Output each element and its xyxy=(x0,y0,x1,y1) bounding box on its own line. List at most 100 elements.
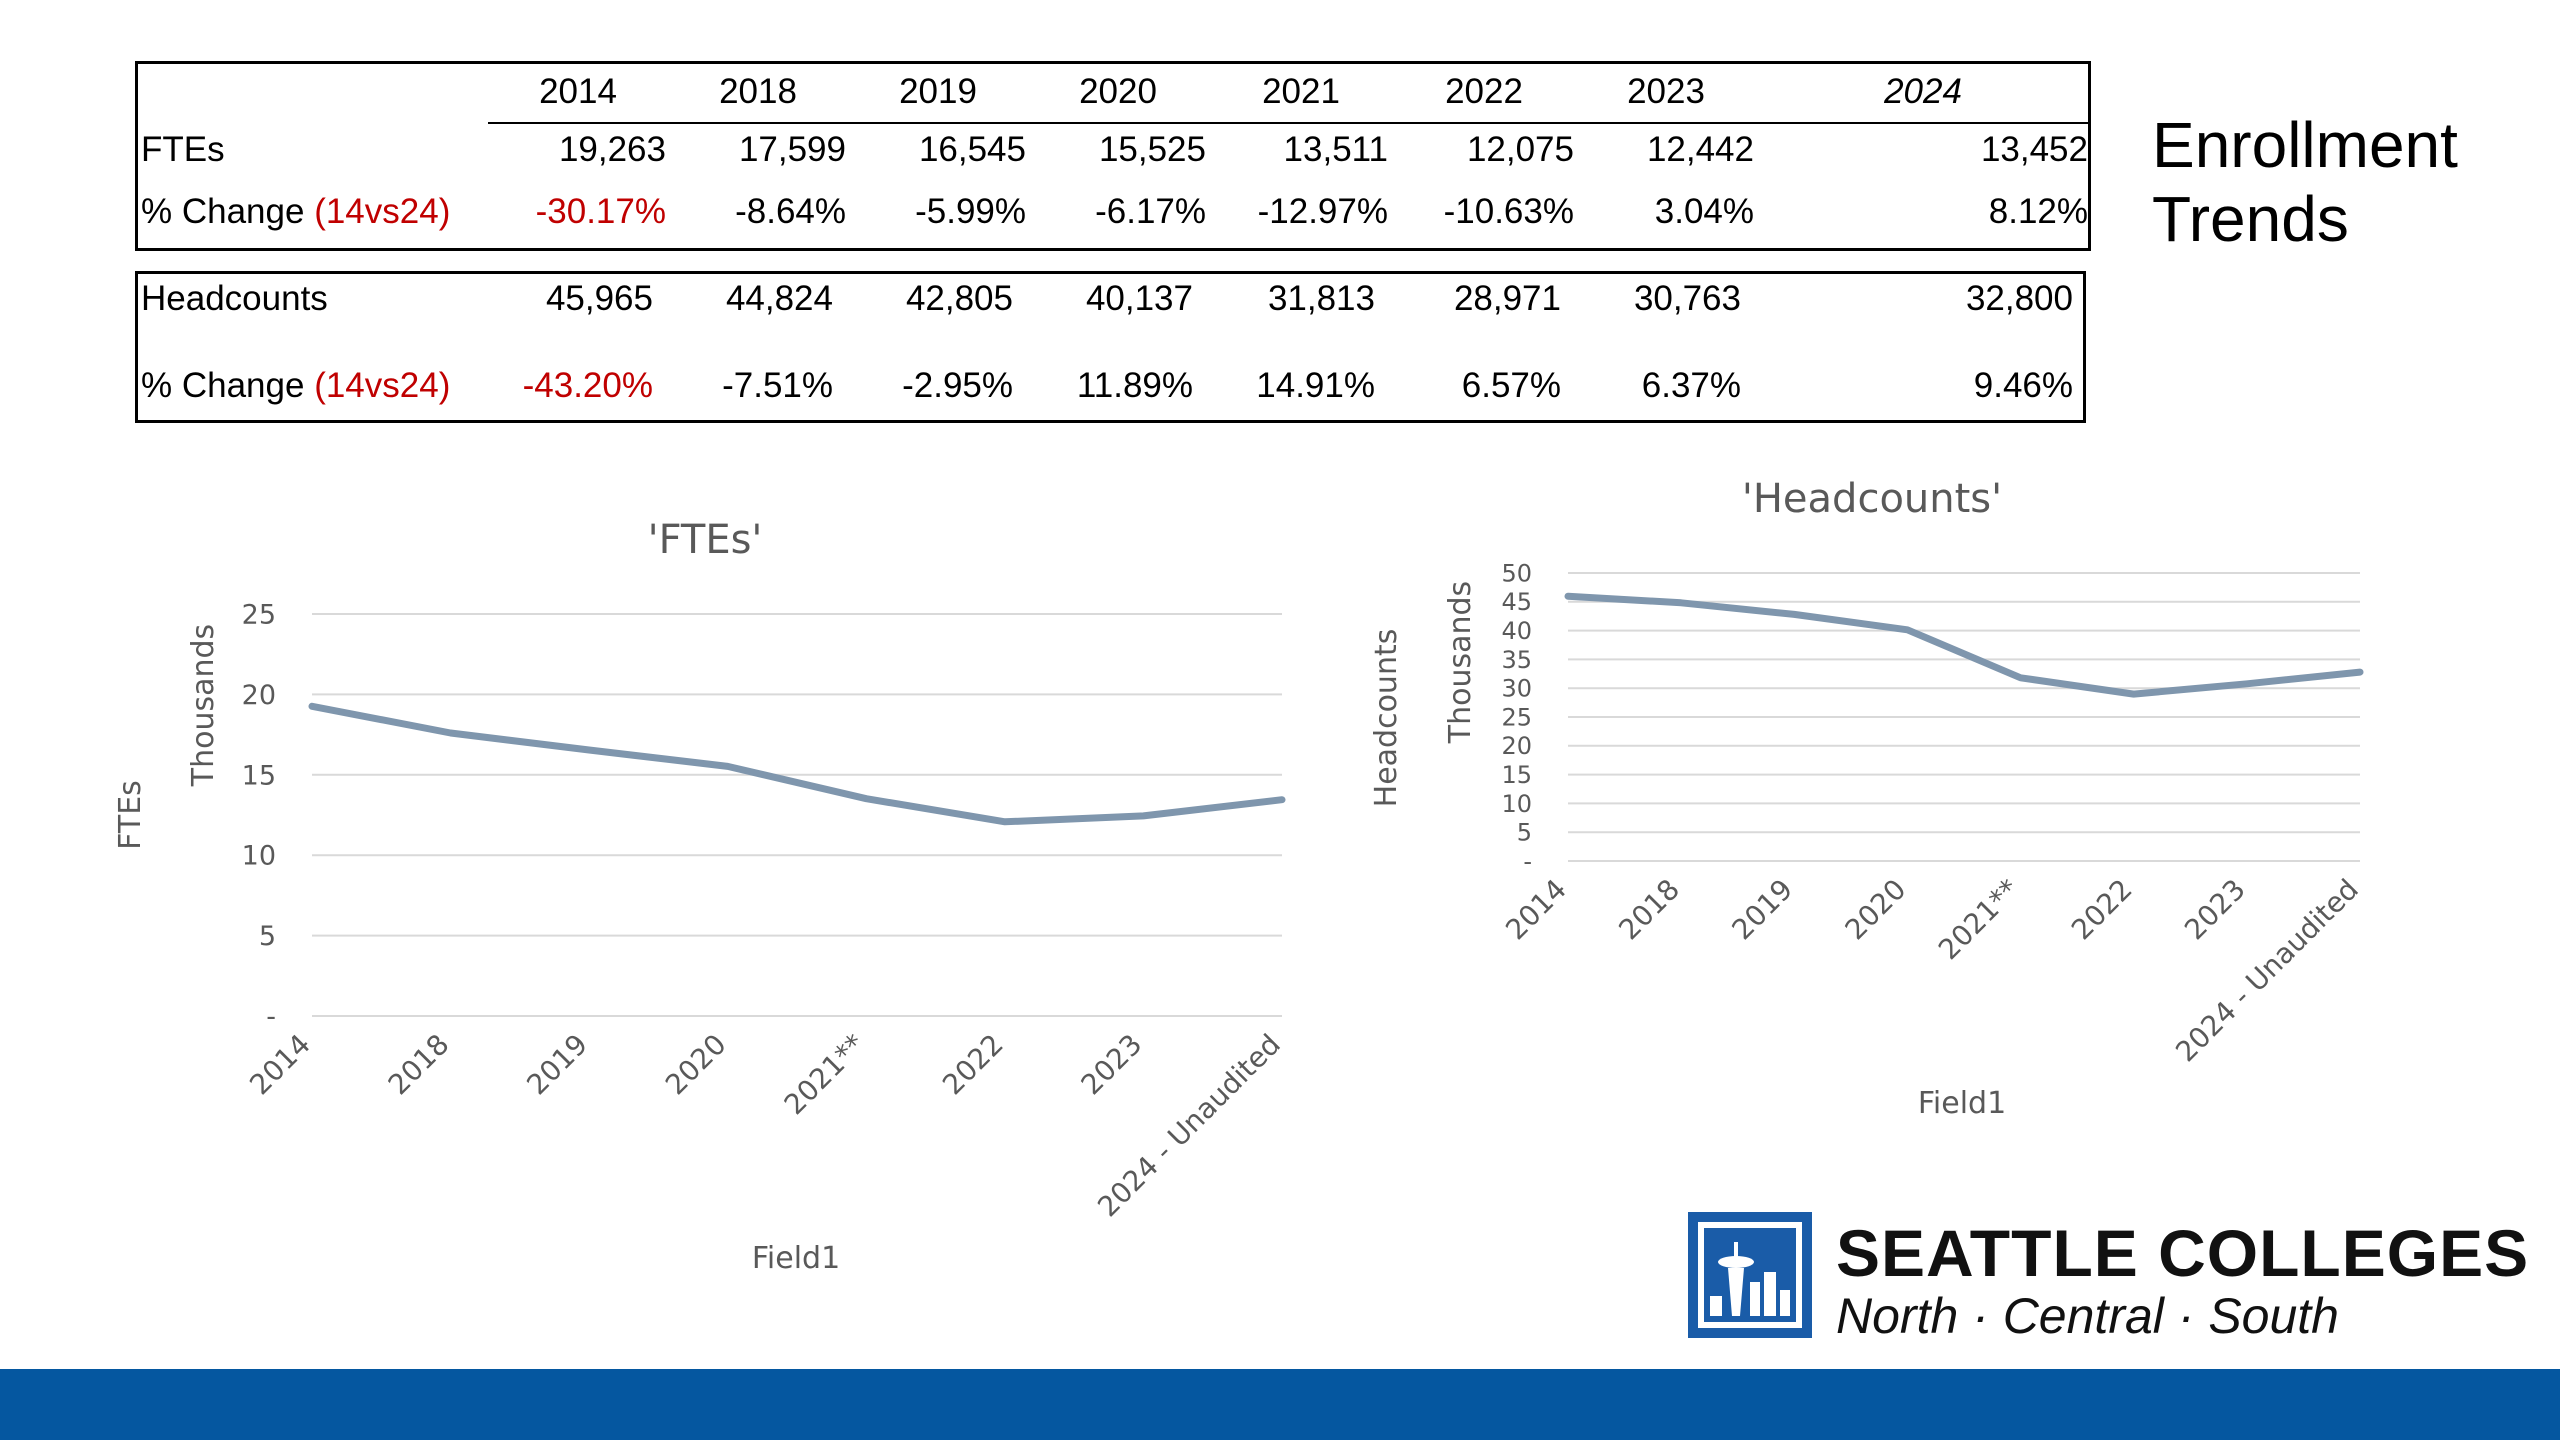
headcount-change-cell: 11.89% xyxy=(1076,366,1193,405)
headcount-value-cell: 42,805 xyxy=(905,279,1013,318)
y-tick-label: 10 xyxy=(1501,790,1532,818)
fte-value-cell: 12,075 xyxy=(1466,130,1574,169)
year-header-cell: 2021 xyxy=(1262,72,1340,111)
y-tick-label: 30 xyxy=(1501,675,1532,703)
headcount-table: Headcounts 45,965 44,824 42,805 40,137 31,81… xyxy=(135,271,2086,423)
fte-change-cell: 3.04% xyxy=(1654,192,1754,231)
fte-change-cell: -12.97% xyxy=(1257,192,1388,231)
fte-table: 2014 2018 2019 2020 2021 2022 2023 2024 FTEs 19… xyxy=(135,61,2091,251)
fte-change-cell: -10.63% xyxy=(1443,192,1574,231)
headcount-value-cell: 28,971 xyxy=(1453,279,1561,318)
year-header-cell: 2022 xyxy=(1445,72,1523,111)
fte-change-cell: -8.64% xyxy=(735,192,846,231)
headcount-value-cell: 31,813 xyxy=(1267,279,1375,318)
year-header-cell: 2020 xyxy=(1079,72,1157,111)
fte-value-cell: 17,599 xyxy=(738,130,846,169)
y-unit-label: Thousands xyxy=(1443,581,1478,744)
headcount-change-cell: 6.57% xyxy=(1461,366,1561,405)
x-tick-label: 2014 xyxy=(243,1028,317,1102)
title-line-2: Trends xyxy=(2152,183,2349,255)
y-tick-label: 25 xyxy=(242,599,276,630)
headcount-value-cell: 45,965 xyxy=(545,279,653,318)
year-header-cell: 2018 xyxy=(719,72,797,111)
headcount-change-cell: 14.91% xyxy=(1256,366,1375,405)
x-tick-label: 2023 xyxy=(2178,873,2252,947)
x-tick-label: 2022 xyxy=(2065,873,2139,947)
y-tick-label: - xyxy=(266,1001,276,1032)
x-tick-label: 2019 xyxy=(1726,873,1800,947)
headcount-value-cell: 30,763 xyxy=(1633,279,1741,318)
y-axis-label: FTEs xyxy=(113,780,148,850)
fte-value-cell: 15,525 xyxy=(1098,130,1206,169)
x-tick-label: 2020 xyxy=(659,1028,733,1102)
x-tick-label: 2018 xyxy=(1612,873,1686,947)
y-tick-label: - xyxy=(1523,847,1532,875)
fte-change-cell: -6.17% xyxy=(1095,192,1206,231)
series-line xyxy=(1564,592,2364,698)
y-axis-label: Headcounts xyxy=(1369,629,1404,808)
headcount-value-cell: 32,800 xyxy=(1965,279,2073,318)
slide-title: Enrollment Trends xyxy=(2152,108,2458,256)
x-axis-label: Field1 xyxy=(1918,1086,2006,1121)
y-unit-label: Thousands xyxy=(186,624,221,787)
headcount-change-cell: -7.51% xyxy=(722,366,833,405)
header-underline xyxy=(488,122,2088,124)
y-tick-label: 50 xyxy=(1501,559,1532,587)
y-tick-label: 20 xyxy=(242,680,276,711)
headcount-value-cell: 40,137 xyxy=(1085,279,1193,318)
y-tick-label: 20 xyxy=(1501,732,1532,760)
change-label: % Change xyxy=(141,192,305,231)
change-label: % Change xyxy=(141,366,305,405)
x-tick-label: 2023 xyxy=(1075,1028,1149,1102)
x-tick-label: 2019 xyxy=(520,1028,594,1102)
logo-wordmark: SEATTLE COLLEGES xyxy=(1836,1216,2530,1290)
chart-title: 'FTEs' xyxy=(648,517,763,563)
logo-campuses: North · Central · South xyxy=(1836,1288,2339,1344)
fte-change-cell: -30.17% xyxy=(535,192,666,231)
x-axis-label: Field1 xyxy=(752,1241,840,1276)
y-tick-label: 5 xyxy=(259,921,276,952)
headcount-change-cell: 6.37% xyxy=(1641,366,1741,405)
headcount-row-label: Headcounts xyxy=(141,279,328,318)
headcount-change-cell: -43.20% xyxy=(522,366,653,405)
fte-value-cell: 12,442 xyxy=(1646,130,1754,169)
year-header-cell: 2024 xyxy=(1884,72,1962,111)
year-header-cell: 2023 xyxy=(1627,72,1705,111)
y-tick-label: 10 xyxy=(242,841,276,872)
headcount-change-cell: 9.46% xyxy=(1973,366,2073,405)
change-suffix: (14vs24) xyxy=(314,192,451,231)
y-tick-label: 45 xyxy=(1501,588,1532,616)
fte-value-cell: 13,452 xyxy=(1980,130,2088,169)
x-tick-label: 2014 xyxy=(1499,873,1573,947)
x-tick-label: 2020 xyxy=(1839,873,1913,947)
headcount-change-row-label: % Change (14vs24) xyxy=(141,366,450,406)
y-tick-label: 40 xyxy=(1501,617,1532,645)
change-suffix: (14vs24) xyxy=(314,366,451,405)
y-tick-label: 5 xyxy=(1517,819,1532,847)
y-tick-label: 25 xyxy=(1501,703,1532,731)
fte-change-row-label: % Change (14vs24) xyxy=(141,192,450,232)
title-line-1: Enrollment xyxy=(2152,109,2458,181)
fte-change-cell: 8.12% xyxy=(1988,192,2088,231)
headcount-change-cell: -2.95% xyxy=(902,366,1013,405)
fte-value-cell: 13,511 xyxy=(1283,130,1388,169)
year-header-cell: 2019 xyxy=(899,72,977,111)
space-needle-logo-icon xyxy=(1688,1212,1812,1338)
chart-title: 'Headcounts' xyxy=(1742,476,2002,522)
y-tick-label: 15 xyxy=(242,760,276,791)
x-tick-label: 2018 xyxy=(382,1028,456,1102)
headcount-value-cell: 44,824 xyxy=(725,279,833,318)
x-tick-label: 2022 xyxy=(936,1028,1010,1102)
year-header-cell: 2014 xyxy=(539,72,617,111)
fte-value-cell: 19,263 xyxy=(558,130,666,169)
fte-change-cell: -5.99% xyxy=(915,192,1026,231)
fte-value-cell: 16,545 xyxy=(918,130,1026,169)
y-tick-label: 35 xyxy=(1501,646,1532,674)
x-tick-label: 2021** xyxy=(778,1028,872,1122)
x-tick-label: 2021** xyxy=(1932,873,2026,967)
fte-row-label: FTEs xyxy=(141,130,225,169)
footer-bar xyxy=(0,1369,2560,1440)
series-line xyxy=(308,702,1286,826)
y-tick-label: 15 xyxy=(1501,761,1532,789)
